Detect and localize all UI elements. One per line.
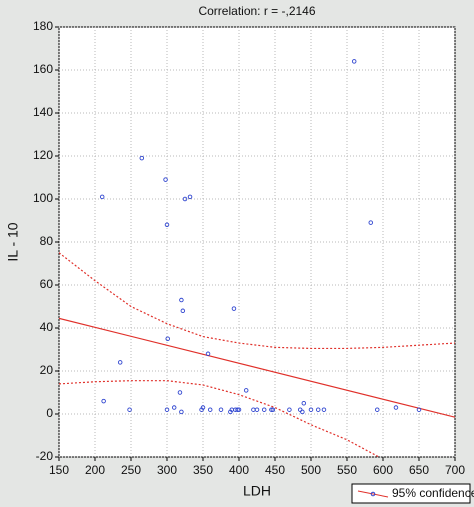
x-tick-label: 200 [85, 463, 105, 477]
point [207, 407, 213, 412]
point [351, 59, 357, 64]
point [127, 407, 132, 412]
y-tick-label: 120 [33, 148, 53, 162]
point [205, 351, 211, 357]
point [179, 409, 184, 415]
chart-title: Correlation: r = -,2146 [198, 4, 315, 18]
point [301, 401, 307, 406]
x-tick-label: 250 [121, 463, 141, 477]
y-tick-label: 100 [33, 191, 53, 205]
point [308, 407, 314, 412]
point [177, 390, 183, 395]
legend-swatch-point [370, 491, 376, 497]
y-tick-label: 20 [40, 363, 54, 377]
x-tick-label: 400 [229, 463, 249, 477]
point [101, 398, 106, 404]
point [163, 177, 168, 182]
x-tick-label: 700 [445, 463, 465, 477]
point [171, 405, 177, 410]
point [99, 194, 105, 200]
point [182, 196, 188, 202]
point [180, 308, 186, 314]
point [243, 388, 249, 393]
point [187, 194, 193, 200]
point [139, 155, 145, 161]
x-tick-label: 500 [301, 463, 321, 477]
point [117, 360, 123, 365]
y-tick-label: 0 [46, 406, 53, 420]
legend-label: 95% confidence [392, 486, 474, 500]
x-axis-label: LDH [243, 483, 271, 499]
legend [351, 483, 471, 504]
point [179, 297, 184, 303]
point [393, 405, 399, 410]
y-axis-label: IL - 10 [5, 222, 21, 261]
x-tick-label: 650 [409, 463, 429, 477]
point [321, 407, 327, 412]
point [200, 405, 206, 410]
fit-line [59, 317, 455, 418]
y-tick-label: 160 [33, 62, 53, 76]
y-tick-label: 40 [40, 320, 54, 334]
point [261, 407, 267, 412]
point [368, 220, 374, 225]
point [218, 407, 224, 412]
x-tick-label: 150 [49, 463, 69, 477]
point [164, 407, 170, 412]
point [165, 336, 170, 342]
y-tick-label: -20 [36, 449, 54, 463]
plot-layer [59, 59, 455, 457]
point [270, 407, 276, 412]
x-tick-label: 300 [157, 463, 177, 477]
point [269, 407, 274, 412]
x-tick-label: 600 [373, 463, 393, 477]
y-tick-label: 140 [33, 105, 53, 119]
y-tick-label: 60 [40, 277, 54, 291]
point [374, 407, 380, 412]
legend-swatch [357, 490, 389, 498]
x-tick-label: 350 [193, 463, 213, 477]
point [315, 407, 321, 412]
x-tick-label: 550 [337, 463, 357, 477]
y-tick-label: 180 [33, 19, 53, 33]
y-tick-label: 80 [40, 234, 54, 248]
point [416, 407, 422, 412]
point [235, 407, 240, 412]
point [287, 407, 292, 412]
point [236, 407, 242, 412]
x-tick-label: 450 [265, 463, 285, 477]
point [231, 306, 237, 311]
point [164, 222, 170, 228]
point [254, 407, 260, 412]
point [300, 409, 305, 415]
